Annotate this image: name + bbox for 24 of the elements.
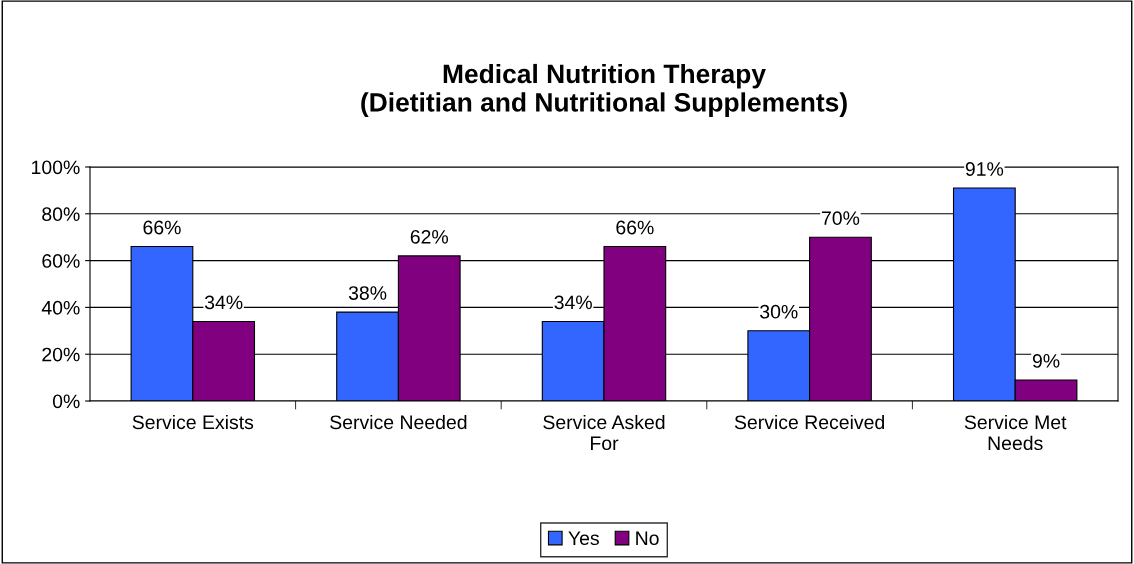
y-tick-label: 100% [32,160,80,175]
data-label: 30% [760,304,798,319]
legend-label: No [636,531,659,546]
y-tick-label: 20% [42,347,80,362]
data-label: 70% [821,211,860,226]
y-tick-label: 0% [52,394,80,409]
data-label: 91% [965,162,1004,176]
data-label: 66% [143,220,181,235]
data-label: 34% [554,295,592,310]
y-tick-label: 60% [42,254,80,268]
y-tick-label: 80% [42,207,80,222]
chart-title: Medical Nutrition Therapy (Dietitian and Nutritional Supplements) [361,63,847,117]
x-tick-label: Service Asked For [543,414,665,451]
legend-label: Yes [568,531,599,546]
data-label: 66% [616,220,654,235]
data-label: 9% [1032,353,1060,368]
x-tick-label: Service Received [734,414,884,430]
x-tick-label: Service Exists [132,414,254,430]
data-label: 38% [348,286,387,300]
data-label: 62% [410,229,449,244]
data-label: 34% [204,295,243,310]
x-tick-label: Service Met Needs [964,414,1067,451]
y-tick-label: 40% [41,300,80,315]
x-tick-label: Service Needed [330,414,467,430]
